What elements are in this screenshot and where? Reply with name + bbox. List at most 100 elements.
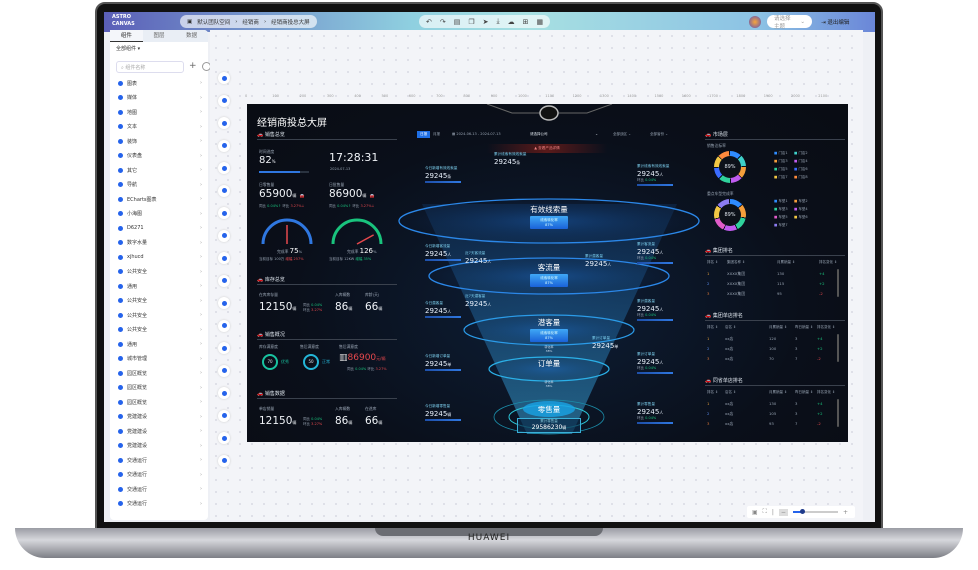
category-shortcut-icon[interactable] [218, 274, 230, 287]
zoom-in-button[interactable]: + [842, 508, 848, 516]
table-header[interactable]: 昨日销量 ⇕ [795, 325, 814, 329]
sidebar-item[interactable]: xjhucd › [118, 252, 202, 262]
component-filter[interactable]: 全部组件 ▾ [116, 46, 141, 52]
category-shortcut-icon[interactable] [218, 387, 230, 399]
sidebar-item[interactable]: 通用 › [118, 281, 202, 291]
company-select[interactable]: 请选择公司 ⌄ [530, 132, 598, 137]
table-header[interactable]: 月累销量 ⇕ [769, 325, 788, 329]
sidebar-item[interactable]: 文本 › [118, 122, 202, 132]
sidebar-item[interactable]: 园区概览 › [118, 397, 202, 407]
fit-icon[interactable]: ▣ [752, 508, 758, 516]
category-shortcut-icon[interactable] [218, 342, 230, 354]
ruler-icon[interactable]: ⊞ [522, 17, 529, 26]
send-icon[interactable]: ➤ [482, 17, 489, 26]
zoom-slider[interactable] [792, 509, 838, 514]
component-search-input[interactable]: ⌕ 组件名称 [116, 61, 184, 73]
redo-icon[interactable]: ↷ [439, 17, 446, 26]
sidebar-item[interactable]: ECharts图表 › [118, 194, 202, 204]
category-shortcut-icon[interactable] [218, 364, 230, 377]
copy-icon[interactable]: ❐ [468, 17, 475, 26]
category-shortcut-icon[interactable] [218, 162, 230, 174]
region-select[interactable]: 全部战区 ⌄ [613, 132, 632, 136]
theme-select[interactable]: 请选择主题 ⌄ [767, 15, 812, 30]
category-shortcut-icon[interactable] [218, 117, 230, 129]
table-header[interactable]: 昨日销量 ⇕ [795, 390, 814, 394]
add-icon[interactable]: + [189, 61, 197, 71]
tab-layers[interactable]: 图层 [153, 33, 165, 39]
file-icon[interactable]: ▤ [453, 17, 461, 26]
category-shortcut-icon[interactable] [218, 184, 230, 197]
table-header[interactable]: 排名变化 ⇕ [819, 260, 838, 264]
sidebar-item[interactable]: 园区概览 › [118, 383, 202, 393]
sidebar-item[interactable]: 通用 › [118, 339, 202, 349]
category-shortcut-icon[interactable] [218, 409, 230, 422]
category-shortcut-icon[interactable] [218, 94, 230, 107]
undo-icon[interactable]: ↶ [426, 17, 432, 26]
date-range-picker[interactable]: ▦ 2024-06-13 - 2024-07-13 [452, 132, 501, 136]
sidebar-item[interactable]: 导航 › [118, 180, 202, 190]
sidebar-item[interactable]: 园区概览 › [118, 368, 202, 378]
section-title: 销售概况 [264, 332, 285, 338]
zoom-out-button[interactable]: − [778, 508, 788, 516]
dashboard-preview[interactable]: 经销商投总大屏 日报 月报 ▦ 2024-06-13 - 2024-07-13 … [247, 104, 848, 442]
sidebar-item[interactable]: 图表 › [118, 78, 202, 88]
cloud-icon[interactable]: ☁ [507, 17, 515, 26]
product-alert[interactable]: ▲ 查看产品详情 [487, 144, 607, 153]
sidebar-item[interactable]: 公共安全 › [118, 325, 202, 335]
exit-edit-button[interactable]: ⇥ 退出编辑 [821, 18, 849, 26]
category-shortcut-icon[interactable] [218, 432, 230, 444]
table-scrollbar[interactable] [837, 334, 839, 362]
sidebar-item[interactable]: 地图 › [118, 107, 202, 117]
sidebar-item[interactable]: 公共安全 › [118, 267, 202, 277]
sidebar-item[interactable]: 公共安全 › [118, 310, 202, 320]
category-shortcut-icon[interactable] [218, 297, 230, 309]
category-shortcut-icon[interactable] [218, 139, 230, 152]
sidebar-item[interactable]: 公共安全 › [118, 296, 202, 306]
table-scrollbar[interactable] [837, 399, 839, 427]
table-header[interactable]: 店名 ⇕ [725, 390, 737, 394]
download-icon[interactable]: ⤓ [496, 17, 500, 25]
tab-data[interactable]: 数据 [186, 33, 198, 39]
category-shortcut-icon[interactable] [218, 207, 230, 219]
tab-daily[interactable]: 日报 [417, 131, 431, 138]
sidebar-item[interactable]: 交通运行 › [118, 455, 202, 465]
tab-monthly[interactable]: 月报 [433, 132, 440, 136]
sidebar-item[interactable]: 小海图 › [118, 209, 202, 219]
sidebar-item[interactable]: 仪表盘 › [118, 151, 202, 161]
table-header[interactable]: 月累销量 ⇕ [777, 260, 796, 264]
avatar[interactable] [749, 16, 761, 28]
category-shortcut-icon[interactable] [218, 252, 230, 264]
sidebar-item[interactable]: 交通运行 › [118, 499, 202, 509]
category-shortcut-icon[interactable] [218, 72, 230, 84]
category-shortcut-icon[interactable] [218, 319, 230, 332]
province-select[interactable]: 全部省份 ⌄ [650, 132, 669, 136]
sidebar-item[interactable]: 党建建设 › [118, 441, 202, 451]
table-header[interactable]: 排名 ⇕ [707, 325, 719, 329]
breadcrumb-item[interactable]: 默认团队空间 [197, 19, 231, 26]
sidebar-item[interactable]: 装饰 › [118, 136, 202, 146]
sidebar-item[interactable]: 交通运行 › [118, 470, 202, 480]
category-shortcut-icon[interactable] [218, 454, 230, 467]
sidebar-item[interactable]: 数字水量 › [118, 238, 202, 248]
table-header[interactable]: 排名变化 ⇕ [817, 390, 836, 394]
category-shortcut-icon[interactable] [218, 229, 230, 242]
grid-icon[interactable]: ▦ [536, 17, 544, 26]
sidebar-item[interactable]: 交通运行 › [118, 484, 202, 494]
table-scrollbar[interactable] [837, 269, 839, 297]
sidebar-item[interactable]: 其它 › [118, 165, 202, 175]
table-header[interactable]: 排名 ⇕ [707, 390, 719, 394]
table-header[interactable]: 排名变化 ⇕ [817, 325, 836, 329]
fullscreen-icon[interactable]: ⛶ [762, 508, 767, 515]
tab-components[interactable]: 组件 [110, 30, 143, 42]
breadcrumb-item[interactable]: 经销商 [242, 19, 259, 26]
sidebar-item[interactable]: 城市管理 › [118, 354, 202, 364]
table-header[interactable]: 月累销量 ⇕ [769, 390, 788, 394]
table-header[interactable]: 店名 ⇕ [725, 325, 737, 329]
sidebar-item[interactable]: 党建建设 › [118, 426, 202, 436]
sidebar-item[interactable]: D6271 › [118, 223, 202, 233]
table-header[interactable]: 排名 ⇕ [707, 260, 719, 264]
sidebar-item[interactable]: 媒体 › [118, 93, 202, 103]
zoom-slider-handle[interactable] [799, 509, 805, 514]
table-header[interactable]: 集团名称 ⇕ [727, 260, 746, 264]
sidebar-item[interactable]: 党建建设 › [118, 412, 202, 422]
